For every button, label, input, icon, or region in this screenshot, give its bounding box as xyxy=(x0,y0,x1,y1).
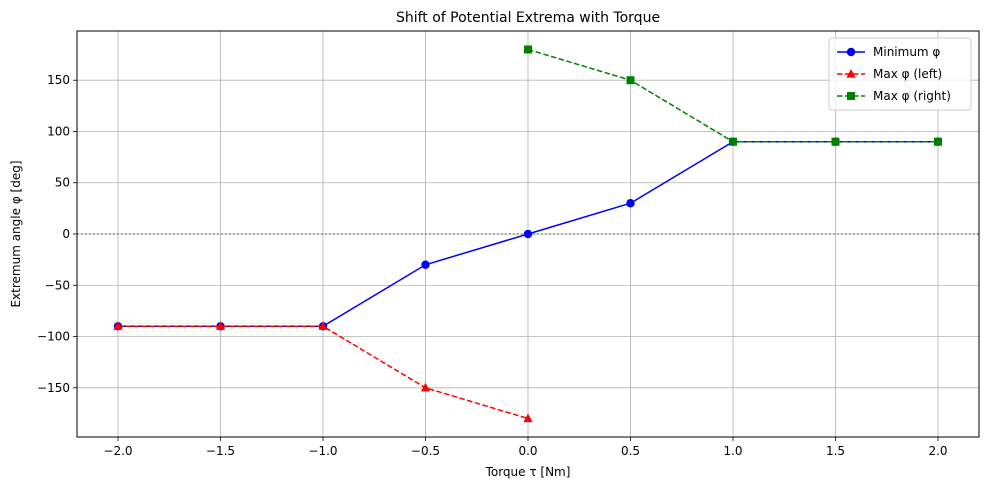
x-tick-label: −1.5 xyxy=(206,444,235,458)
x-tick-label: −2.0 xyxy=(103,444,132,458)
x-axis-ticks: −2.0 −1.5 −1.0 −0.5 0.0 0.5 1.0 1.5 2.0 xyxy=(103,437,948,458)
data-point xyxy=(421,260,430,269)
series-3 xyxy=(524,45,942,146)
series-group xyxy=(113,45,943,423)
legend-marker xyxy=(847,92,855,100)
data-point xyxy=(523,229,533,239)
legend-label: Max φ (right) xyxy=(873,89,951,103)
data-point xyxy=(523,413,533,423)
y-tick-label: 0 xyxy=(62,227,70,241)
x-tick-label: 1.5 xyxy=(826,444,845,458)
y-tick-label: −150 xyxy=(37,381,70,395)
y-tick-label: 150 xyxy=(47,73,70,87)
data-point xyxy=(524,45,532,54)
legend-label: Minimum φ xyxy=(873,45,940,59)
x-tick-label: 1.0 xyxy=(723,444,742,458)
legend-item: Minimum φ xyxy=(837,45,940,59)
x-tick-label: −0.5 xyxy=(411,444,440,458)
data-point xyxy=(934,137,942,146)
y-tick-label: −100 xyxy=(37,330,70,344)
series-2 xyxy=(113,321,533,423)
x-tick-label: 2.0 xyxy=(928,444,947,458)
x-tick-label: 0.5 xyxy=(621,444,640,458)
data-point xyxy=(626,199,635,208)
legend: Minimum φ Max φ (left) Max φ (right) xyxy=(828,37,972,111)
y-tick-label: −50 xyxy=(45,278,70,292)
data-point xyxy=(420,382,431,392)
legend-box xyxy=(828,37,972,111)
legend-marker xyxy=(846,69,856,78)
y-axis-ticks: −150 −100 −50 0 50 100 150 xyxy=(37,73,77,395)
y-axis-label: Extremum angle φ [deg] xyxy=(9,160,23,307)
legend-item: Max φ (left) xyxy=(837,67,942,81)
legend-item: Max φ (right) xyxy=(837,89,951,103)
data-point xyxy=(215,321,226,330)
chart-title: Shift of Potential Extrema with Torque xyxy=(396,10,660,26)
data-point xyxy=(626,76,635,85)
data-point xyxy=(729,137,737,146)
x-tick-label: 0.0 xyxy=(518,444,537,458)
data-point xyxy=(831,137,840,146)
legend-label: Max φ (left) xyxy=(873,67,942,81)
legend-marker xyxy=(846,47,856,57)
data-point xyxy=(318,321,328,330)
data-point xyxy=(113,321,123,330)
y-tick-label: 100 xyxy=(47,124,70,138)
x-tick-label: −1.0 xyxy=(308,444,337,458)
x-axis-label: Torque τ [Nm] xyxy=(485,465,571,479)
y-tick-label: 50 xyxy=(55,176,70,190)
